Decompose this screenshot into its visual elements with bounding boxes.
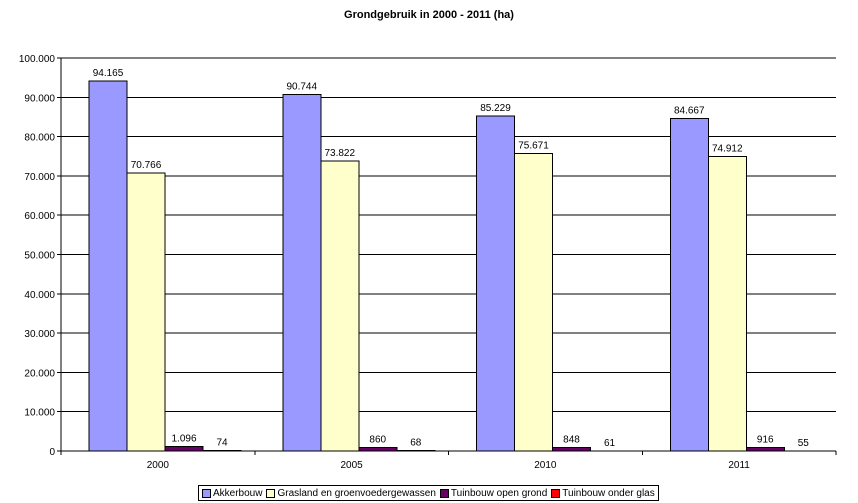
bar xyxy=(126,172,166,452)
y-tick-label: 50.000 xyxy=(24,251,55,262)
legend-label: Akkerbouw xyxy=(213,487,263,499)
y-tick-label: 40.000 xyxy=(24,290,55,301)
bar xyxy=(358,447,398,452)
bar xyxy=(669,117,709,452)
x-tick-label: 2005 xyxy=(341,460,364,471)
legend-item: Tuinbouw open grond xyxy=(439,487,548,499)
bar xyxy=(164,446,204,452)
x-tick-label: 2011 xyxy=(728,460,750,471)
legend-label: Tuinbouw open grond xyxy=(450,487,548,499)
y-tick-label: 100.000 xyxy=(19,54,56,65)
data-label: 70.766 xyxy=(131,160,162,171)
bar xyxy=(282,93,322,452)
chart-title: Grondgebruik in 2000 - 2011 (ha) xyxy=(344,9,514,21)
y-tick-label: 10.000 xyxy=(24,408,55,419)
legend-swatch xyxy=(439,488,449,498)
legend-label: Grasland en groenvoedergewassen xyxy=(277,487,436,499)
bar-chart: 0 10.000 20.000 30.000 40.000 50.000 60.000 70.… xyxy=(19,54,837,471)
bar xyxy=(320,160,360,452)
bar xyxy=(88,80,128,452)
legend-item: Grasland en groenvoedergewassen xyxy=(266,487,436,499)
data-label: 61 xyxy=(604,438,616,449)
data-label: 90.744 xyxy=(286,81,317,92)
y-tick-label: 60.000 xyxy=(24,211,55,222)
legend-swatch xyxy=(266,488,276,498)
data-label: 84.667 xyxy=(674,105,705,116)
x-tick-label: 2000 xyxy=(147,460,170,471)
legend-swatch xyxy=(202,488,211,498)
data-label: 55 xyxy=(798,438,810,449)
legend-label: Tuinbouw onder glas xyxy=(562,487,655,499)
legend: Akkerbouw Grasland en groenvoedergewassen… xyxy=(198,485,659,501)
data-label: 916 xyxy=(757,434,774,445)
data-label: 73.822 xyxy=(324,148,355,159)
y-tick-label: 20.000 xyxy=(24,368,55,379)
data-label: 1.096 xyxy=(171,434,196,445)
bar xyxy=(476,115,515,452)
data-label: 860 xyxy=(369,435,386,446)
y-tick-label: 70.000 xyxy=(24,172,55,183)
y-tick-label: 0 xyxy=(49,447,55,458)
bar xyxy=(707,156,747,452)
bar xyxy=(552,447,591,452)
bar xyxy=(745,446,785,452)
bar xyxy=(514,153,553,452)
x-tick-label: 2010 xyxy=(534,460,557,471)
data-label: 74.912 xyxy=(712,144,743,155)
y-tick-label: 30.000 xyxy=(24,329,55,340)
data-label: 848 xyxy=(563,435,580,446)
y-tick-label: 90.000 xyxy=(24,93,55,104)
data-label: 74 xyxy=(216,438,228,449)
data-label: 75.671 xyxy=(518,141,549,152)
y-tick-label: 80.000 xyxy=(24,133,55,144)
legend-swatch xyxy=(551,488,561,498)
data-label: 94.165 xyxy=(93,68,124,79)
data-label: 68 xyxy=(410,438,422,449)
data-label: 85.229 xyxy=(480,103,511,114)
legend-item: Akkerbouw xyxy=(202,488,262,499)
legend-item: Tuinbouw onder glas xyxy=(551,487,655,499)
